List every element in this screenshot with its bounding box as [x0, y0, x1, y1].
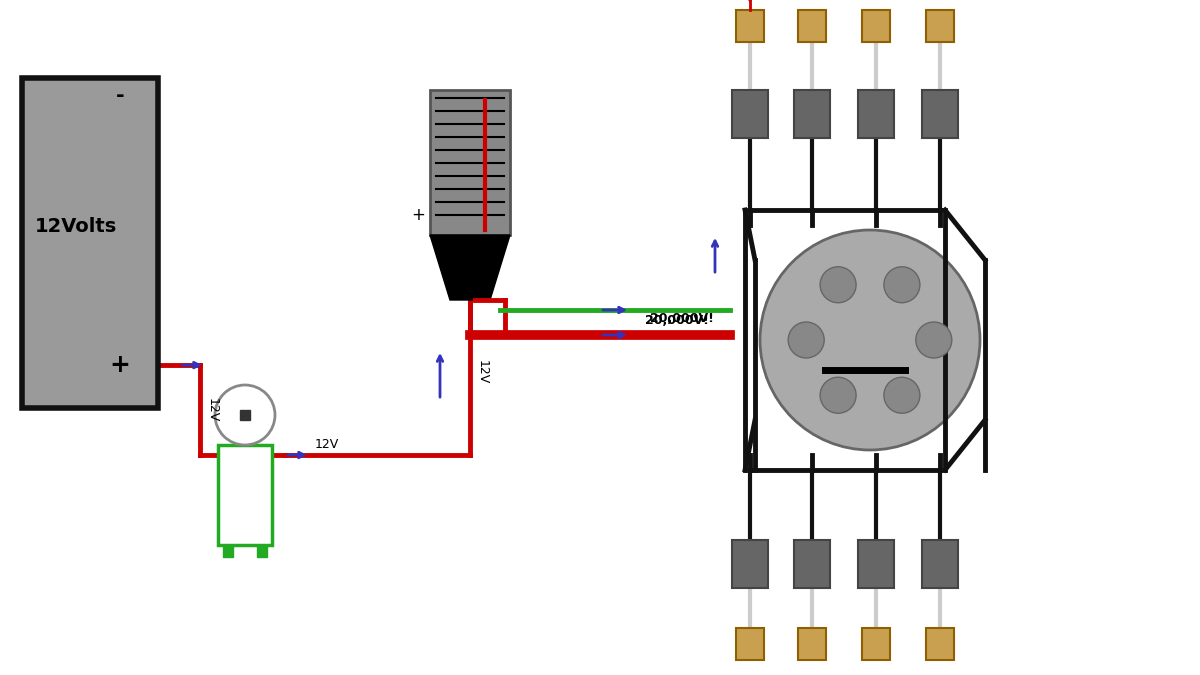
Bar: [732, 90, 768, 138]
Bar: [798, 628, 826, 660]
Circle shape: [215, 385, 275, 445]
Bar: [218, 445, 272, 545]
Circle shape: [788, 322, 824, 358]
Circle shape: [884, 267, 920, 303]
Text: +: +: [109, 353, 131, 377]
Bar: [430, 90, 510, 235]
Text: 12V: 12V: [475, 360, 488, 385]
Text: 12Volts: 12Volts: [35, 217, 118, 236]
Circle shape: [820, 377, 856, 413]
Text: 12V: 12V: [205, 398, 218, 422]
Text: 20,000V!: 20,000V!: [646, 314, 709, 327]
Bar: [798, 10, 826, 42]
Bar: [736, 10, 764, 42]
Bar: [922, 90, 958, 138]
Bar: [257, 545, 266, 557]
Bar: [862, 10, 890, 42]
Circle shape: [884, 377, 920, 413]
Bar: [926, 628, 954, 660]
Circle shape: [916, 322, 952, 358]
Text: 12V: 12V: [314, 439, 340, 452]
Bar: [794, 90, 830, 138]
Bar: [794, 540, 830, 588]
Text: -: -: [115, 86, 125, 106]
Bar: [858, 540, 894, 588]
Bar: [862, 628, 890, 660]
Bar: [858, 90, 894, 138]
Bar: [22, 78, 158, 408]
Text: +: +: [412, 206, 425, 224]
Polygon shape: [430, 235, 510, 300]
Bar: [732, 540, 768, 588]
Circle shape: [820, 267, 856, 303]
Bar: [926, 10, 954, 42]
Bar: [922, 540, 958, 588]
Bar: [223, 545, 233, 557]
Circle shape: [760, 230, 980, 450]
Bar: [736, 628, 764, 660]
Text: 20,000V!: 20,000V!: [650, 312, 714, 325]
